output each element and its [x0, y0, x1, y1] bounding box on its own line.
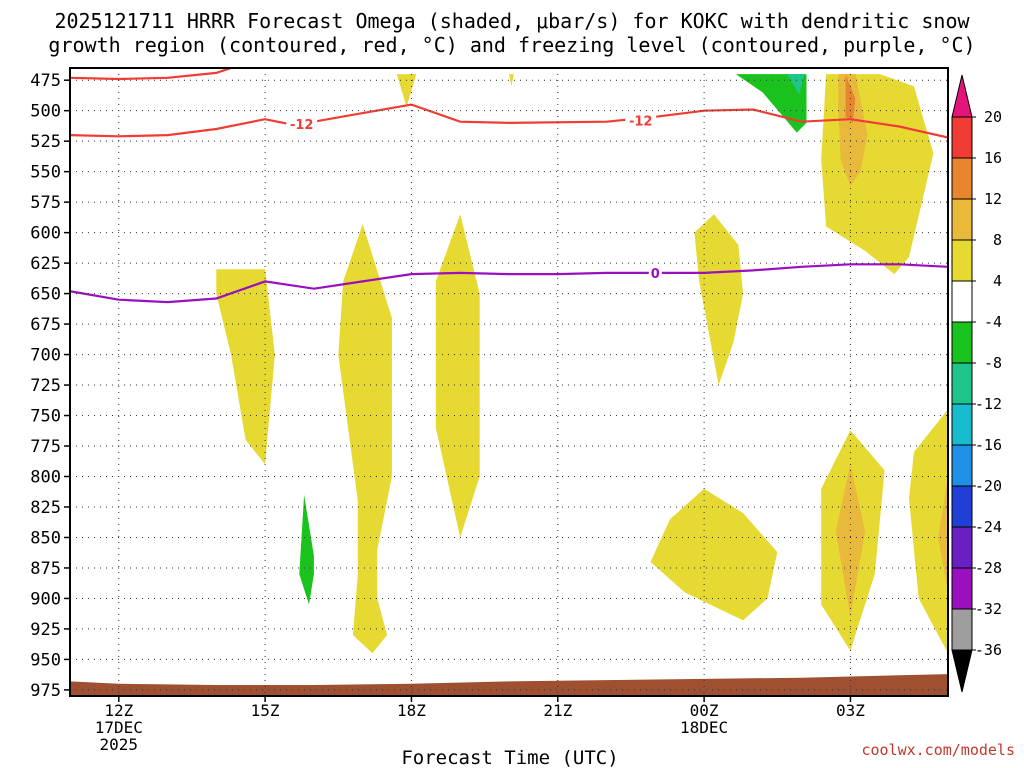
contour-label-bg	[625, 112, 657, 128]
colorbar-bin	[951, 567, 973, 610]
colorbar-tick-label: -28	[975, 559, 1002, 577]
colorbar-bin	[951, 608, 973, 651]
dgz-minus12-contour	[70, 103, 948, 139]
contour-label: 0	[651, 267, 660, 282]
colorbar-bin	[951, 444, 973, 487]
colorbar-tick-label: -4	[984, 313, 1002, 331]
chart-title-line-1: 2025121711 HRRR Forecast Omega (shaded, …	[54, 9, 970, 33]
colorbar-tick-label: -12	[975, 395, 1002, 413]
x-tick-label: 18DEC	[680, 718, 728, 737]
chart-title-line-2: growth region (contoured, red, °C) and f…	[48, 33, 975, 57]
dgz-upper-contour	[70, 68, 232, 81]
y-tick-label: 775	[30, 437, 61, 457]
y-tick-label: 650	[30, 285, 61, 305]
colorbar-tick-label: 8	[993, 231, 1002, 249]
omega-region-14	[835, 464, 866, 617]
x-axis-label: Forecast Time (UTC)	[401, 747, 618, 768]
y-tick-label: 900	[30, 589, 61, 609]
x-tick-label: 21Z	[543, 701, 572, 720]
terrain-fill	[70, 674, 948, 696]
colorbar-bin	[951, 362, 973, 405]
colorbar-tick-label: -32	[975, 600, 1002, 618]
omega-region-5	[299, 494, 314, 605]
omega-shading	[70, 74, 948, 696]
colorbar-tick-label: 4	[993, 272, 1002, 290]
colorbar-bin	[951, 239, 973, 282]
colorbar-bin	[951, 116, 973, 159]
colorbar-tick-label: -36	[975, 641, 1002, 659]
freezing-level-contour	[70, 263, 948, 304]
y-tick-label: 675	[30, 315, 61, 335]
colorbar: 20 16 12 8 4 -4 -8 -12 -16 -20 -24 -28 -32 -36	[951, 74, 1002, 693]
y-tick-label: 925	[30, 620, 61, 640]
omega-region-16	[938, 476, 948, 593]
y-tick-label: 975	[30, 681, 61, 701]
x-tick-label: 2025	[100, 735, 139, 754]
x-tick-label: 03Z	[836, 701, 865, 720]
y-tick-label: 725	[30, 376, 61, 396]
colorbar-tick-label: -20	[975, 477, 1002, 495]
colorbar-bin	[951, 321, 973, 364]
y-tick-label: 750	[30, 407, 61, 427]
contour-label: -12	[290, 118, 314, 133]
x-tick-label: 17DEC	[95, 718, 143, 737]
contour-label-bg	[648, 264, 662, 280]
y-tick-label: 625	[30, 254, 61, 274]
contour-lines	[70, 68, 948, 304]
pressure-axis: 475 500 525 550 575 600 625 650 675 700 725 750 775 8…	[30, 71, 70, 701]
colorbar-bottom-arrow	[951, 649, 973, 693]
colorbar-top-arrow	[951, 74, 973, 118]
y-tick-label: 525	[30, 132, 61, 152]
y-tick-label: 500	[30, 102, 61, 122]
colorbar-tick-label: -16	[975, 436, 1002, 454]
colorbar-bin	[951, 198, 973, 241]
omega-region-8	[821, 74, 934, 275]
colorbar-tick-label: -24	[975, 518, 1002, 536]
y-tick-label: 825	[30, 498, 61, 518]
contour-label-bg	[286, 116, 318, 132]
omega-region-1	[338, 224, 392, 654]
colorbar-tick-label: 12	[984, 190, 1002, 208]
omega-region-6	[694, 214, 744, 385]
omega-region-2	[435, 214, 480, 538]
y-tick-label: 800	[30, 468, 61, 488]
plot-frame	[69, 67, 949, 697]
colorbar-bin	[951, 485, 973, 528]
x-tick-label: 18Z	[397, 701, 426, 720]
x-tick-label: 00Z	[690, 701, 719, 720]
credit-text: coolwx.com/models	[861, 741, 1015, 759]
omega-region-4	[509, 74, 514, 87]
contour-labels: -12 -12 0	[286, 112, 662, 282]
x-tick-label: 15Z	[251, 701, 280, 720]
omega-region-7	[650, 488, 778, 621]
colorbar-tick-label: 20	[984, 108, 1002, 126]
omega-region-0	[216, 269, 275, 465]
omega-region-12	[787, 74, 805, 95]
colorbar-bin	[951, 526, 973, 569]
y-tick-label: 550	[30, 163, 61, 183]
omega-region-3	[396, 74, 417, 107]
y-tick-label: 950	[30, 650, 61, 670]
colorbar-tick-label: -8	[984, 354, 1002, 372]
gridlines	[70, 68, 948, 696]
y-tick-label: 575	[30, 193, 61, 213]
colorbar-bin	[951, 157, 973, 200]
x-tick-label: 12Z	[104, 701, 133, 720]
y-tick-label: 850	[30, 528, 61, 548]
y-tick-label: 875	[30, 559, 61, 579]
y-tick-label: 600	[30, 224, 61, 244]
omega-region-15	[909, 409, 948, 654]
colorbar-bin	[951, 280, 973, 323]
contour-label: -12	[629, 114, 653, 129]
y-tick-label: 700	[30, 346, 61, 366]
y-tick-label: 475	[30, 71, 61, 91]
colorbar-bin	[951, 403, 973, 446]
colorbar-tick-label: 16	[984, 149, 1002, 167]
